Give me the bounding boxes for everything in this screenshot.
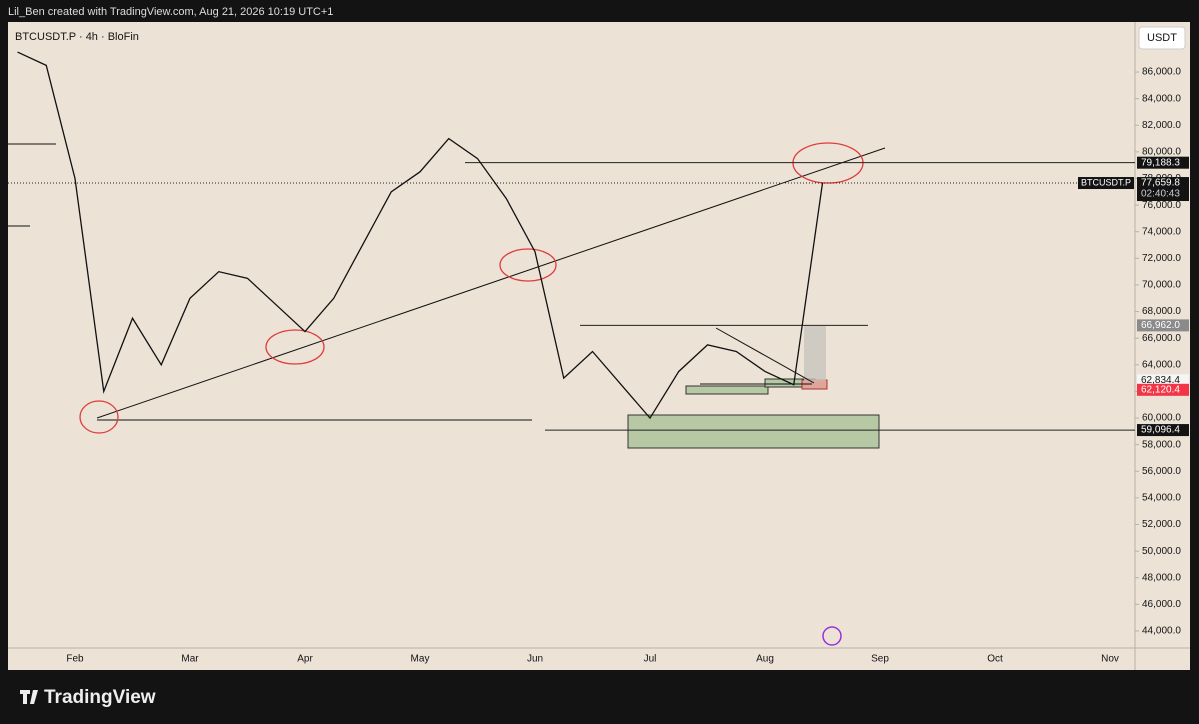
logo-mark bbox=[20, 690, 38, 704]
symbol-tag: BTCUSDT.P bbox=[1081, 177, 1131, 187]
y-tick-label: 70,000.0 bbox=[1142, 280, 1181, 291]
x-tick-label: Sep bbox=[871, 654, 889, 665]
y-tick-label: 66,000.0 bbox=[1142, 333, 1181, 344]
y-tick-label: 74,000.0 bbox=[1142, 226, 1181, 237]
x-tick-label: Oct bbox=[987, 654, 1003, 665]
trendline bbox=[96, 147, 886, 419]
x-tick-label: Jun bbox=[527, 654, 543, 665]
y-tick-label: 60,000.0 bbox=[1142, 413, 1181, 424]
price-label-box bbox=[1137, 156, 1189, 169]
price-line bbox=[17, 51, 824, 420]
price-label: 59,096.4 bbox=[1141, 425, 1180, 436]
x-tick-label: Jul bbox=[644, 654, 657, 665]
y-tick-label: 64,000.0 bbox=[1142, 359, 1181, 370]
price-label-box bbox=[1137, 177, 1189, 202]
x-tick-label: May bbox=[411, 654, 430, 665]
y-tick-label: 76,000.0 bbox=[1142, 200, 1181, 211]
y-tick-label: 44,000.0 bbox=[1142, 626, 1181, 637]
price-label: 77,659.8 bbox=[1141, 178, 1180, 189]
y-tick-label: 52,000.0 bbox=[1142, 519, 1181, 530]
symbol-tag-box bbox=[1078, 177, 1134, 190]
x-tick-label: Apr bbox=[297, 654, 313, 665]
currency: USDT bbox=[1147, 32, 1177, 44]
y-tick-label: 46,000.0 bbox=[1142, 599, 1181, 610]
brand: TradingView bbox=[44, 687, 156, 708]
y-tick-label: 56,000.0 bbox=[1142, 466, 1181, 477]
y-tick-label: 50,000.0 bbox=[1142, 546, 1181, 557]
price-label: 62,120.4 bbox=[1141, 384, 1180, 395]
credit: Lil_Ben created with TradingView.com, Au… bbox=[8, 6, 333, 18]
y-tick-label: 82,000.0 bbox=[1142, 120, 1181, 131]
y-tick-label: 72,000.0 bbox=[1142, 253, 1181, 264]
chart-title: BTCUSDT.P · 4h · BloFin bbox=[15, 31, 139, 43]
price-label-box bbox=[1137, 319, 1189, 332]
x-tick-label: Nov bbox=[1101, 654, 1119, 665]
zone bbox=[627, 414, 880, 449]
y-tick-label: 84,000.0 bbox=[1142, 93, 1181, 104]
price-label-box bbox=[1137, 424, 1189, 437]
price-label-box bbox=[1137, 383, 1189, 396]
circle bbox=[79, 400, 119, 434]
y-tick-label: 54,000.0 bbox=[1142, 493, 1181, 504]
price-label: 66,962.0 bbox=[1141, 320, 1180, 331]
currency-box bbox=[1138, 26, 1186, 50]
zone bbox=[685, 385, 769, 395]
countdown: 02:40:43 bbox=[1141, 189, 1180, 200]
x-tick-label: Mar bbox=[181, 654, 199, 665]
x-tick-label: Feb bbox=[66, 654, 84, 665]
y-tick-label: 86,000.0 bbox=[1142, 67, 1181, 78]
panel bbox=[8, 22, 1190, 670]
price-label: 62,834.4 bbox=[1141, 375, 1180, 386]
x-tick-label: Aug bbox=[756, 654, 774, 665]
circle bbox=[265, 329, 325, 365]
y-tick-label: 80,000.0 bbox=[1142, 147, 1181, 158]
event-icon bbox=[822, 626, 842, 646]
triangle bbox=[715, 327, 815, 384]
y-tick-label: 48,000.0 bbox=[1142, 572, 1181, 583]
price-label: 79,188.3 bbox=[1141, 157, 1180, 168]
price-label-box bbox=[1137, 374, 1189, 387]
zone bbox=[804, 326, 826, 381]
y-tick-label: 58,000.0 bbox=[1142, 439, 1181, 450]
circle bbox=[499, 248, 557, 282]
y-tick-label: 68,000.0 bbox=[1142, 306, 1181, 317]
